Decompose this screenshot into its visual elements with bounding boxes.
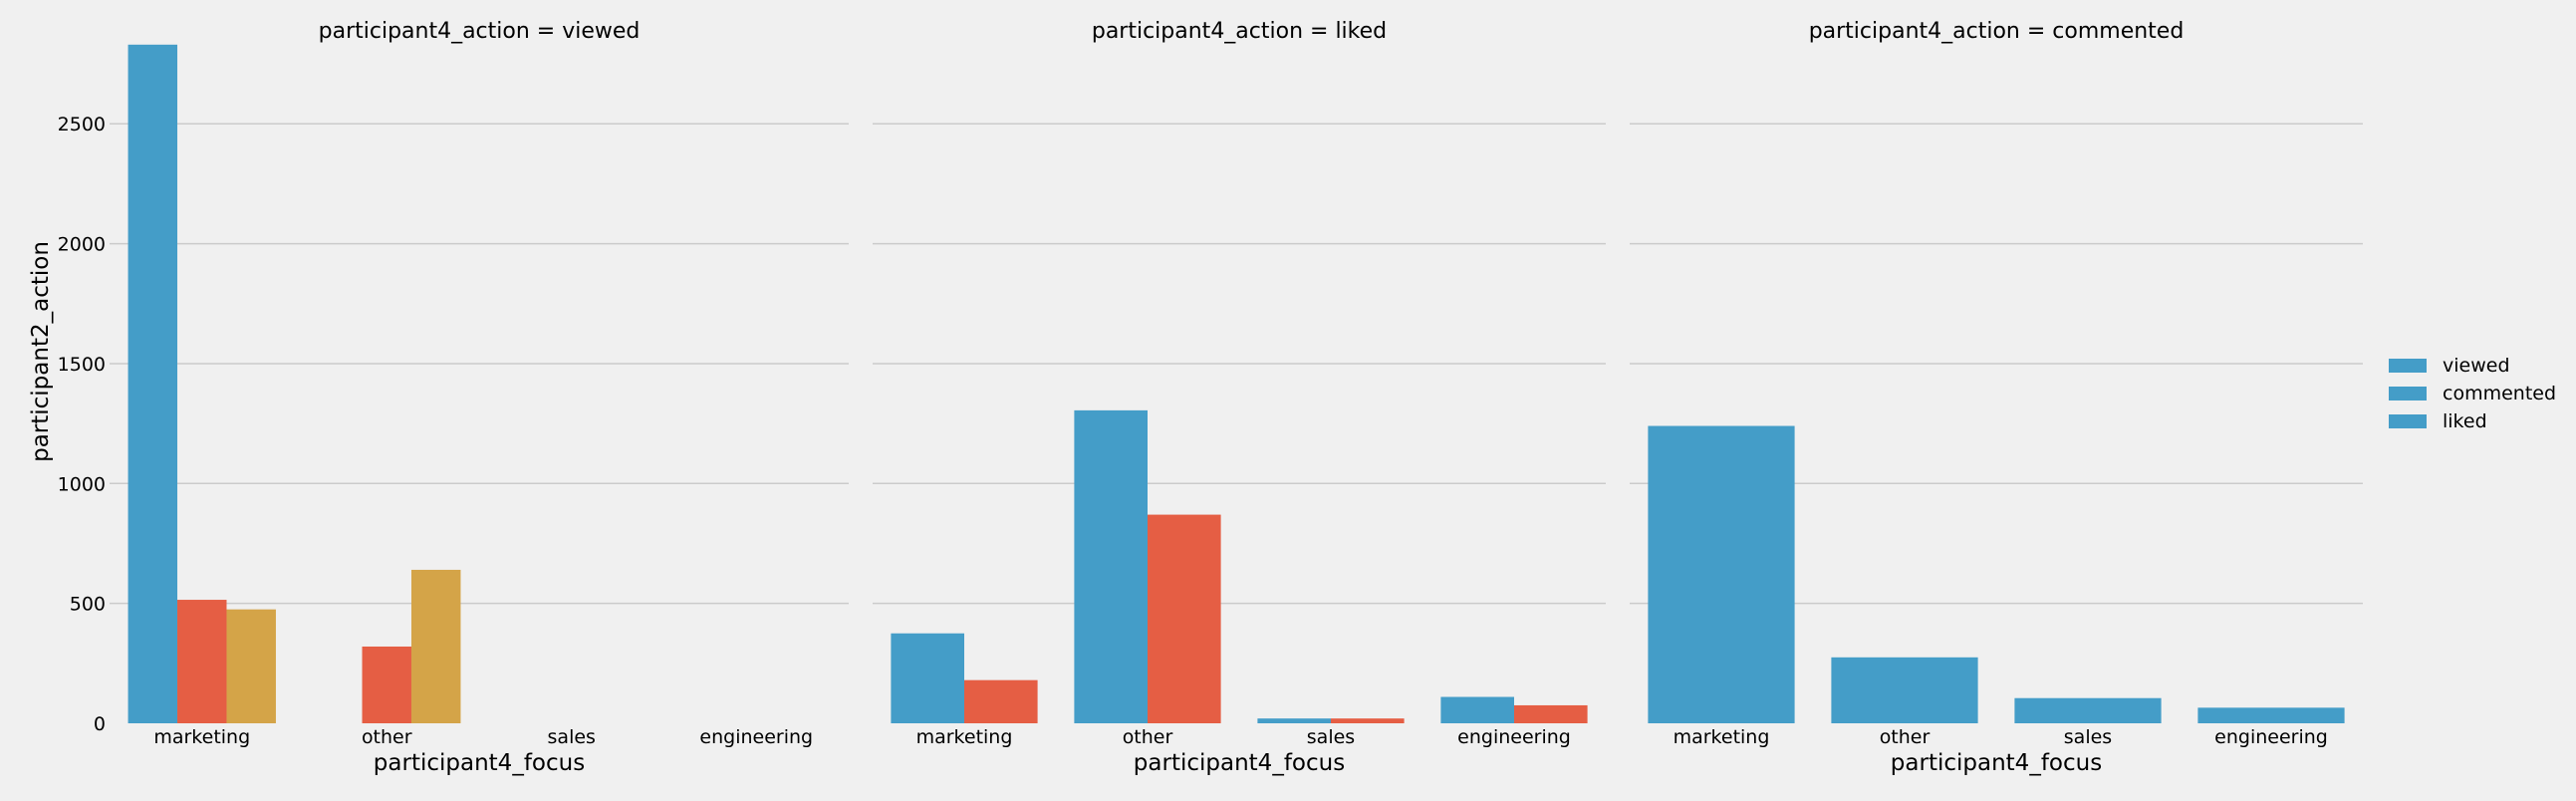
x-tick-label: sales: [1307, 726, 1355, 748]
x-axis-label: participant4_focus: [1134, 750, 1345, 776]
y-axis-label: participant2_action: [28, 241, 54, 462]
bar-viewed: [1648, 425, 1795, 723]
bar-viewed: [2014, 697, 2162, 723]
y-tick-label: 500: [70, 594, 106, 616]
bar-commented: [964, 679, 1038, 723]
x-tick-label: other: [1880, 726, 1931, 748]
legend-swatch: [2389, 414, 2427, 428]
y-tick-label: 2500: [58, 114, 106, 135]
bar-viewed: [2197, 707, 2345, 723]
legend-label: commented: [2443, 383, 2556, 404]
x-tick-label: engineering: [2214, 726, 2328, 748]
bar-commented: [1514, 704, 1588, 723]
bar-commented: [1331, 718, 1405, 723]
x-tick-label: engineering: [699, 726, 813, 748]
y-tick-label: 2000: [58, 234, 106, 256]
bar-viewed: [1074, 409, 1148, 723]
legend-label: liked: [2443, 410, 2487, 432]
y-tick-label: 1500: [58, 354, 106, 376]
facet-title: participant4_action = liked: [1092, 19, 1387, 44]
bar-viewed: [1440, 696, 1514, 723]
legend-swatch: [2389, 387, 2427, 400]
facet-title: participant4_action = viewed: [319, 19, 641, 44]
bar-liked: [410, 569, 461, 723]
x-axis-label: participant4_focus: [1891, 750, 2102, 776]
bar-commented: [1148, 514, 1221, 723]
x-tick-label: sales: [548, 726, 596, 748]
bar-viewed: [1257, 718, 1331, 723]
x-axis-label: participant4_focus: [374, 750, 585, 776]
facet-title: participant4_action = commented: [1809, 19, 2185, 44]
x-tick-label: marketing: [1674, 726, 1770, 748]
bar-commented: [177, 600, 227, 723]
y-tick-label: 0: [94, 713, 106, 735]
legend-label: viewed: [2443, 355, 2510, 377]
x-tick-label: marketing: [916, 726, 1013, 748]
legend-swatch: [2389, 359, 2427, 373]
x-tick-label: other: [362, 726, 412, 748]
bar-viewed: [128, 44, 178, 724]
x-tick-label: other: [1123, 726, 1173, 748]
x-tick-label: engineering: [1457, 726, 1571, 748]
y-tick-label: 1000: [58, 473, 106, 495]
bar-viewed: [1831, 657, 1978, 723]
x-tick-label: marketing: [153, 726, 250, 748]
bar-commented: [362, 646, 411, 723]
x-tick-label: sales: [2064, 726, 2112, 748]
bar-viewed: [891, 633, 964, 723]
bar-liked: [226, 609, 276, 723]
